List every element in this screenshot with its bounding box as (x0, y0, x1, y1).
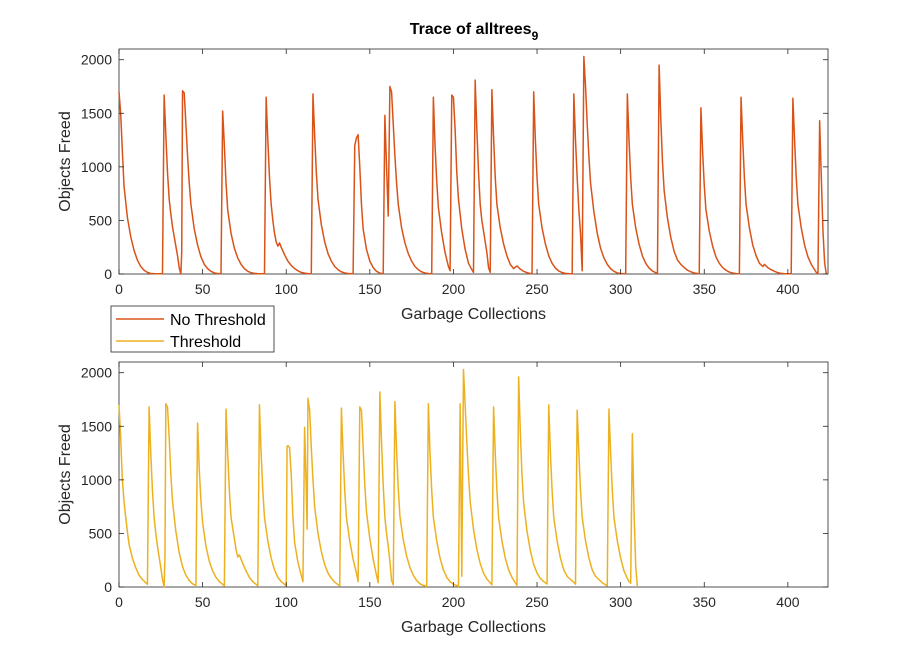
chart-title-subscript: 9 (532, 29, 539, 43)
bottom-y-tick-label: 1000 (81, 472, 112, 488)
bottom-y-tick-label: 0 (104, 579, 112, 595)
legend: No Threshold Threshold (110, 305, 275, 353)
legend-label-no-threshold: No Threshold (170, 312, 266, 329)
bottom-x-tick-label: 350 (693, 594, 717, 610)
bottom-x-tick-label: 150 (358, 594, 382, 610)
top-x-tick-label: 150 (358, 281, 382, 297)
bottom-x-tick-label: 250 (525, 594, 549, 610)
top-x-tick-label: 300 (609, 281, 633, 297)
bottom-x-tick-label: 100 (275, 594, 299, 610)
bottom-x-tick-label: 0 (115, 594, 123, 610)
chart-title-text: Trace of alltrees (410, 21, 532, 38)
top-x-tick-label: 400 (776, 281, 800, 297)
bottom-y-axis-label: Objects Freed (57, 424, 74, 524)
bottom-y-tick-label: 1500 (81, 418, 112, 434)
legend-box (110, 305, 275, 353)
top-series-line-0 (118, 55, 828, 275)
top-x-tick-label: 250 (525, 281, 549, 297)
top-x-tick-label: 0 (115, 281, 123, 297)
legend-label-threshold: Threshold (170, 334, 241, 351)
bottom-panel: 0 50 100 150 200 250 300 350 400 0 500 1000 1500 2000… (57, 361, 829, 636)
top-panel: 0 50 100 150 200 250 300 350 400 0 500 1000 1500 2000… (57, 48, 829, 323)
top-y-tick-label: 0 (104, 266, 112, 282)
top-y-axis-label: Objects Freed (57, 111, 74, 211)
top-y-tick-label: 1500 (81, 105, 112, 121)
top-y-tick-label: 1000 (81, 159, 112, 175)
top-x-tick-label: 50 (195, 281, 211, 297)
bottom-y-tick-label: 500 (89, 525, 113, 541)
top-x-axis-label: Garbage Collections (401, 306, 546, 323)
bottom-plot-area (118, 361, 829, 588)
top-x-tick-label: 350 (693, 281, 717, 297)
top-y-tick-label: 2000 (81, 52, 112, 68)
chart-title: Trace of alltrees9 (410, 21, 539, 43)
bottom-series-line-0 (118, 368, 639, 588)
bottom-x-axis-label: Garbage Collections (401, 619, 546, 636)
bottom-y-tick-label: 2000 (81, 365, 112, 381)
bottom-x-tick-label: 300 (609, 594, 633, 610)
top-y-tick-label: 500 (89, 212, 113, 228)
top-x-tick-label: 100 (275, 281, 299, 297)
top-x-tick-label: 200 (442, 281, 466, 297)
bottom-x-tick-label: 200 (442, 594, 466, 610)
bottom-x-tick-label: 50 (195, 594, 211, 610)
bottom-x-tick-label: 400 (776, 594, 800, 610)
